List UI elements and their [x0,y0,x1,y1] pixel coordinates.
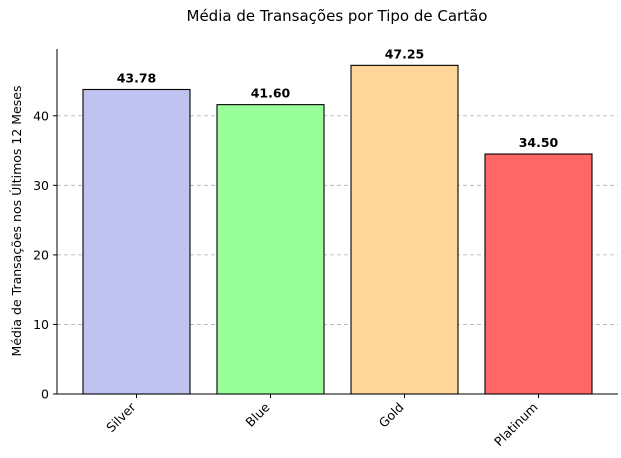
y-tick-label-0: 0 [41,387,49,402]
bar-blue [216,104,325,395]
x-tick-label-gold: Gold [376,400,407,431]
x-tick-label-silver: Silver [103,399,139,435]
y-ticks: 0 10 20 30 40 [33,108,57,402]
y-tick-label-30: 30 [33,178,49,193]
y-tick-label-20: 20 [33,247,49,262]
y-axis-label: Média de Transações nos Últimos 12 Meses [9,86,24,357]
x-tick-label-blue: Blue [242,399,272,429]
data-label-gold: 47.25 [385,46,425,61]
data-labels: 43.78 41.60 47.25 34.50 [117,46,559,150]
data-label-platinum: 34.50 [519,135,559,150]
x-ticks: Silver Blue Gold Platinum [103,394,541,450]
chart-title: Média de Transações por Tipo de Cartão [187,7,488,25]
x-tick-label-platinum: Platinum [491,400,541,450]
data-label-blue: 41.60 [251,86,291,101]
bars [82,64,593,395]
bar-platinum [484,153,593,395]
data-label-silver: 43.78 [117,70,157,85]
axes [56,49,618,395]
y-tick-label-10: 10 [33,317,49,332]
bar-gold [350,64,459,395]
bar-silver [82,88,191,395]
y-tick-label-40: 40 [33,108,49,123]
